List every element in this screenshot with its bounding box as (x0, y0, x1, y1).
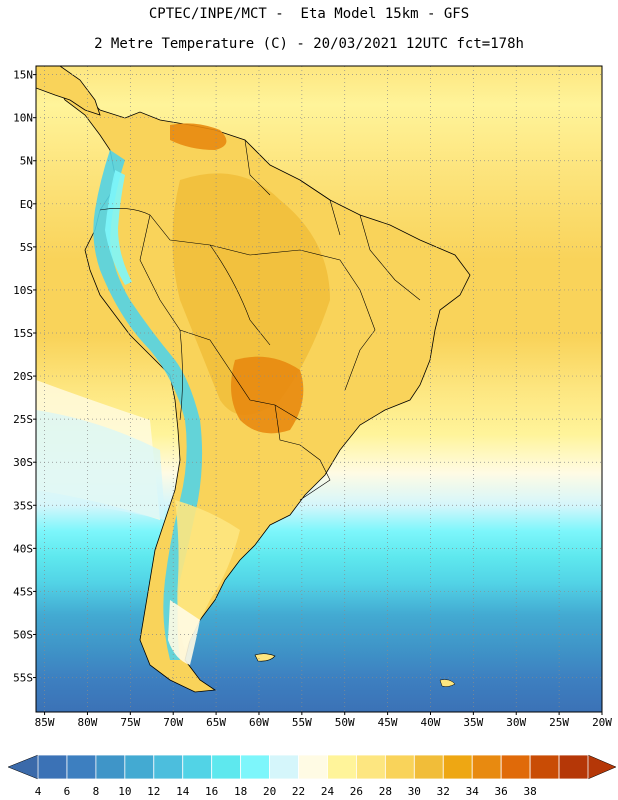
lat-tick-label: 35S (13, 499, 33, 512)
lon-tick-label: 55W (292, 716, 312, 729)
colorbar-swatch (240, 754, 270, 780)
lat-tick-label: 20S (13, 370, 33, 383)
colorbar-swatch (95, 754, 126, 780)
colorbar-swatch (471, 754, 502, 780)
colorbar-label: 14 (176, 785, 190, 798)
colorbar-label: 32 (437, 785, 450, 798)
colorbar-label: 20 (263, 785, 276, 798)
colorbar-label: 4 (35, 785, 42, 798)
lat-tick-label: 5S (20, 241, 33, 254)
lat-tick-label: EQ (20, 198, 33, 211)
lat-tick-label: 55S (13, 672, 33, 685)
colorbar-swatch (153, 754, 184, 780)
lat-tick-label: 10N (13, 112, 33, 125)
colorbar-swatch (269, 754, 299, 780)
map-frame (35, 65, 603, 713)
longitude-labels: 85W 80W 75W 70W 65W 60W 55W 50W 45W 40W 35W 30W 25W 2… (35, 712, 612, 729)
colorbar-swatch (356, 754, 386, 780)
colorbar-swatch (124, 754, 155, 780)
colorbar-swatch (211, 754, 242, 780)
colorbar-swatch (413, 754, 444, 780)
colorbar-label: 10 (118, 785, 131, 798)
latitude-labels: 15N 10N 5N EQ 5S 10S 15S 20S 25S 30S 35S 40S 45S 50S 5… (13, 69, 36, 685)
colorbar-label: 34 (466, 785, 480, 798)
colorbar-swatch (298, 754, 328, 780)
lat-tick-label: 5N (20, 155, 33, 168)
colorbar-label: 36 (495, 785, 508, 798)
title-line-1: CPTEC/INPE/MCT - Eta Model 15km - GFS (148, 6, 470, 22)
lon-tick-label: 25W (549, 716, 569, 729)
lon-tick-label: 85W (35, 716, 55, 729)
lon-tick-label: 50W (335, 716, 355, 729)
colorbar-label: 26 (350, 785, 363, 798)
colorbar-label: 28 (379, 785, 392, 798)
lat-tick-label: 10S (13, 284, 33, 297)
lat-tick-label: 30S (13, 456, 33, 469)
colorbar-swatch (384, 754, 415, 780)
colorbar-label: 18 (234, 785, 247, 798)
colorbar-label: 12 (147, 785, 160, 798)
colorbar-upper-arrow (587, 754, 617, 780)
lon-tick-label: 70W (163, 716, 183, 729)
lon-tick-label: 45W (378, 716, 398, 729)
colorbar-swatch (529, 754, 560, 780)
andes-cool-band (93, 150, 203, 660)
lat-tick-label: 50S (13, 628, 33, 641)
lat-tick-label: 15S (13, 327, 33, 340)
colorbar-swatch (182, 754, 213, 780)
map-plot-area (36, 66, 602, 712)
colorbar-label: 24 (321, 785, 335, 798)
colorbar-label: 16 (205, 785, 218, 798)
lon-tick-label: 60W (249, 716, 269, 729)
colorbar-swatch (66, 754, 97, 780)
colorbar: 4 6 8 10 12 14 16 18 20 22 24 26 28 30 32 34 36 38 (7, 754, 617, 798)
title-line-2: 2 Metre Temperature (C) - 20/03/2021 12U… (94, 36, 524, 52)
colorbar-swatch (37, 754, 68, 780)
lon-tick-label: 40W (421, 716, 441, 729)
colorbar-label: 22 (292, 785, 305, 798)
lon-tick-label: 80W (78, 716, 98, 729)
colorbar-swatch (558, 754, 589, 780)
colorbar-swatch (500, 754, 531, 780)
colorbar-lower-arrow (7, 754, 39, 780)
lon-tick-label: 30W (506, 716, 526, 729)
lat-tick-label: 25S (13, 413, 33, 426)
lon-tick-label: 65W (206, 716, 226, 729)
colorbar-label: 38 (523, 785, 536, 798)
lat-tick-label: 45S (13, 585, 33, 598)
colorbar-label: 6 (64, 785, 71, 798)
lon-tick-label: 20W (592, 716, 612, 729)
lat-tick-label: 15N (13, 69, 33, 82)
colorbar-label: 30 (408, 785, 421, 798)
lon-tick-label: 35W (463, 716, 483, 729)
colorbar-swatch (442, 754, 473, 780)
lat-tick-label: 40S (13, 542, 33, 555)
country-borders (99, 139, 421, 501)
colorbar-label: 8 (93, 785, 100, 798)
lon-tick-label: 75W (120, 716, 140, 729)
colorbar-swatch (327, 754, 357, 780)
